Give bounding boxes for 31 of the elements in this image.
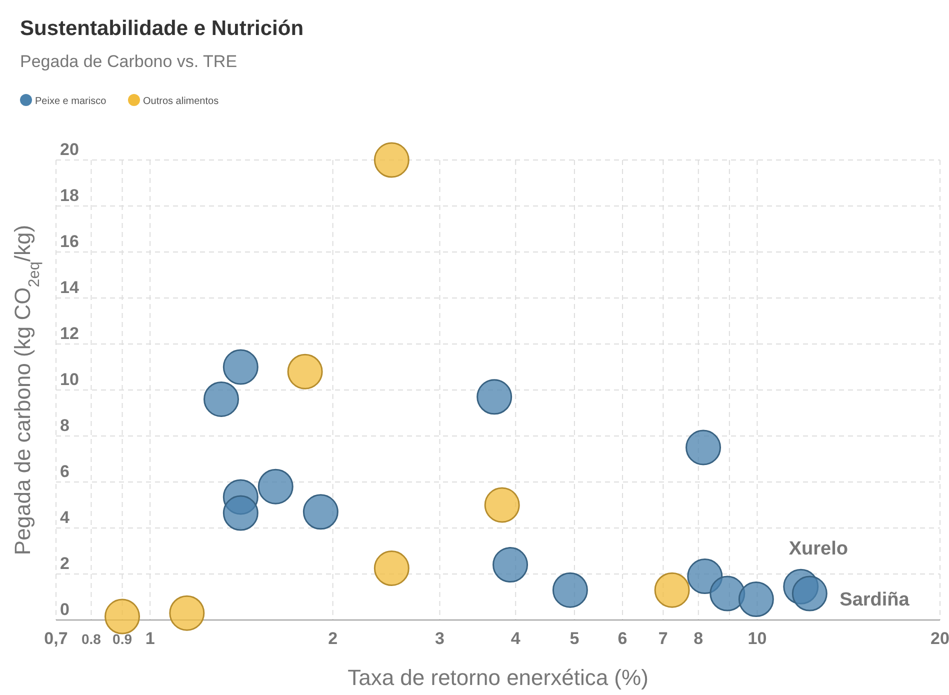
x-tick-label: 0.9 bbox=[112, 631, 132, 647]
x-tick-label: 5 bbox=[570, 629, 580, 648]
x-tick-label: 0.8 bbox=[81, 631, 102, 647]
x-axis-title: Taxa de retorno enerxética (%) bbox=[348, 665, 648, 690]
y-tick-label: 10 bbox=[60, 370, 79, 389]
x-tick-label: 2 bbox=[328, 629, 338, 648]
y-tick-label: 14 bbox=[60, 278, 80, 297]
y-tick-label: 8 bbox=[60, 416, 70, 435]
x-tick-label: 20 bbox=[930, 629, 949, 648]
annotation: Xurelo bbox=[788, 538, 848, 560]
y-tick-label: 12 bbox=[60, 324, 79, 343]
y-tick-label: 6 bbox=[60, 462, 70, 481]
x-tick-label: 6 bbox=[618, 629, 628, 648]
y-tick-label: 18 bbox=[60, 186, 79, 205]
y-tick-label: 4 bbox=[60, 508, 70, 527]
annotation: Sardiña bbox=[840, 590, 910, 611]
y-tick-label: 0 bbox=[60, 600, 70, 619]
x-tick-label: 1 bbox=[145, 629, 155, 648]
x-tick-label: 7 bbox=[658, 629, 668, 648]
y-tick-label: 2 bbox=[60, 554, 70, 573]
x-tick-label: 3 bbox=[435, 629, 444, 648]
x-tick-label: 0,7 bbox=[44, 629, 68, 648]
chart-title: Sustentabilidade e Nutrición bbox=[20, 17, 304, 40]
chart-subtitle: Pegada de Carbono vs. TRE bbox=[20, 52, 238, 71]
y-tick-label: 20 bbox=[60, 140, 79, 159]
x-tick-label: 8 bbox=[694, 629, 704, 648]
y-tick-label: 16 bbox=[60, 232, 79, 251]
x-tick-label: 4 bbox=[510, 629, 521, 648]
legend-label: Peixe e marisco bbox=[35, 96, 107, 107]
x-tick-label: 10 bbox=[748, 629, 767, 648]
legend-label: Outros alimentos bbox=[143, 96, 219, 107]
